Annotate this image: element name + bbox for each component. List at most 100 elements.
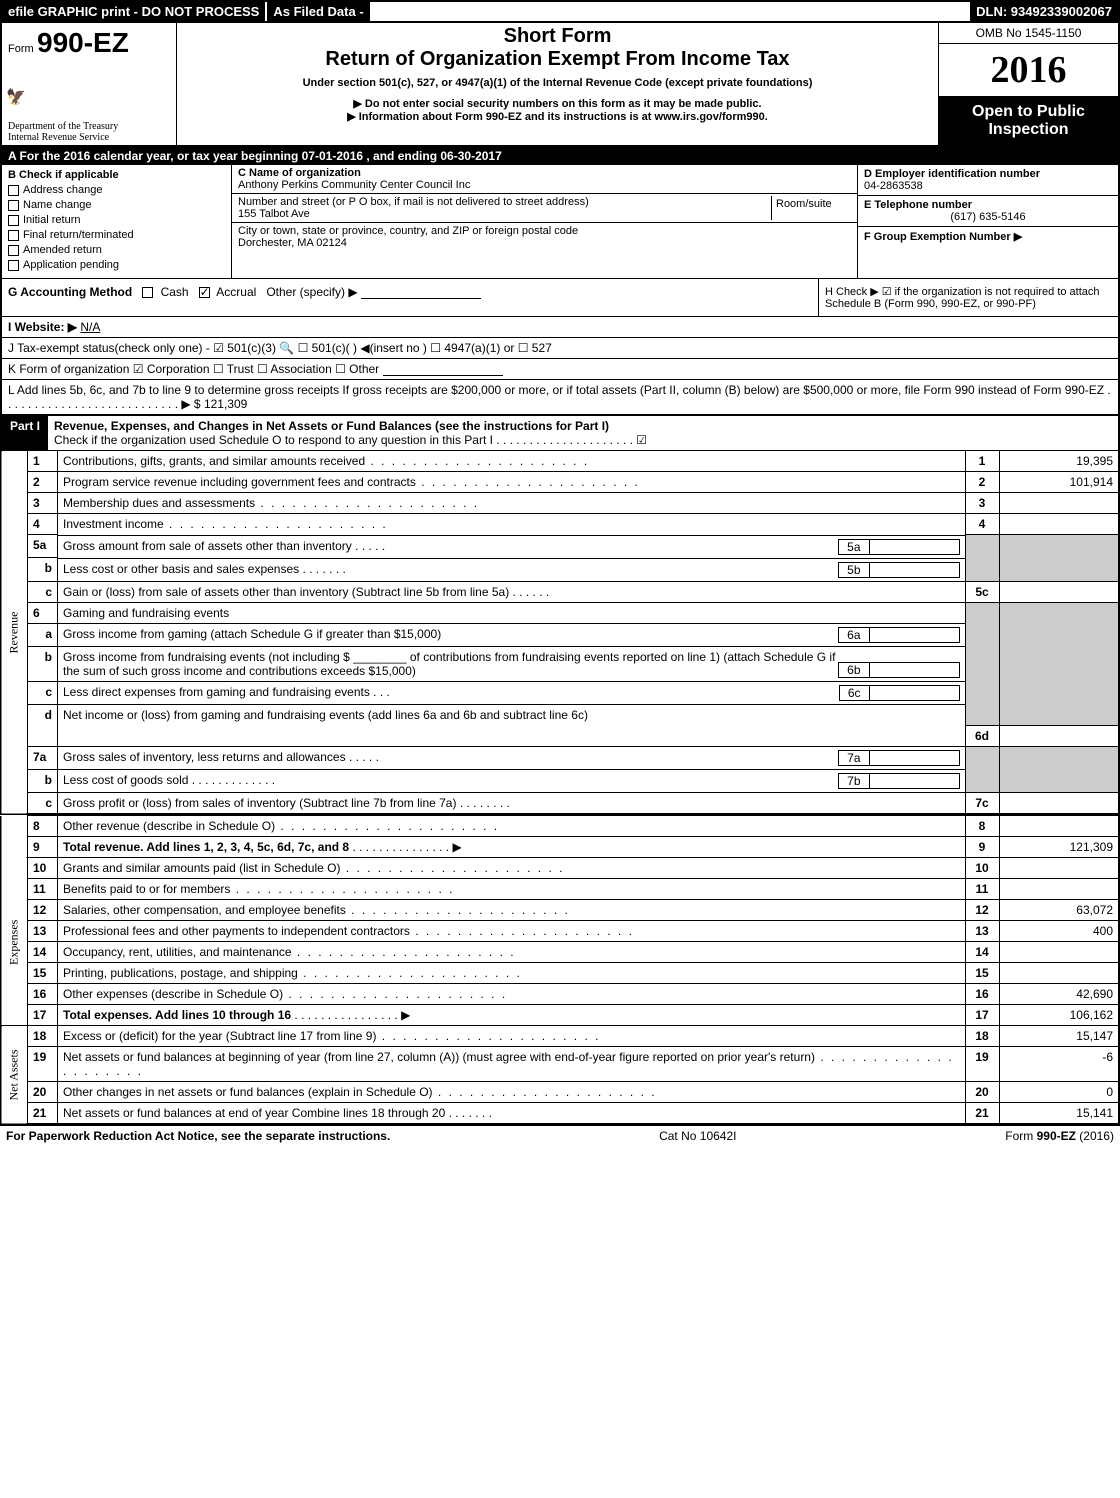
- website-value: N/A: [80, 320, 100, 334]
- check-final-return[interactable]: Final return/terminated: [8, 229, 225, 241]
- lines-table: Revenue 1 Contributions, gifts, grants, …: [0, 450, 1120, 815]
- accounting-method: G Accounting Method Cash Accrual Other (…: [2, 279, 818, 316]
- line-15: 15Printing, publications, postage, and s…: [1, 963, 1119, 984]
- line-6c: c Less direct expenses from gaming and f…: [1, 681, 1119, 705]
- row-a-calendar-year: A For the 2016 calendar year, or tax yea…: [0, 147, 1120, 165]
- line-16: 16Other expenses (describe in Schedule O…: [1, 984, 1119, 1005]
- short-form-title: Short Form: [183, 25, 932, 48]
- line-5c: c Gain or (loss) from sale of assets oth…: [1, 581, 1119, 602]
- line-1: Revenue 1 Contributions, gifts, grants, …: [1, 451, 1119, 472]
- line-5b: b Less cost or other basis and sales exp…: [1, 558, 1119, 582]
- line-6d: d Net income or (loss) from gaming and f…: [1, 705, 1119, 726]
- col-c-address: C Name of organization Anthony Perkins C…: [232, 165, 858, 278]
- line-2-value: 101,914: [999, 472, 1119, 493]
- room-suite: Room/suite: [771, 196, 851, 220]
- revenue-sidelabel: Revenue: [1, 451, 28, 815]
- check-initial-return[interactable]: Initial return: [8, 214, 225, 226]
- department-label: Department of the Treasury Internal Reve…: [8, 121, 118, 143]
- line-21: 21Net assets or fund balances at end of …: [1, 1103, 1119, 1125]
- line-13: 13Professional fees and other payments t…: [1, 921, 1119, 942]
- part-1-badge: Part I: [2, 416, 48, 450]
- line-4: 4 Investment income 4: [1, 514, 1119, 535]
- form-prefix: Form: [8, 43, 34, 55]
- info-line-1: ▶ Do not enter social security numbers o…: [183, 97, 932, 110]
- city-state-zip: Dorchester, MA 02124: [238, 237, 851, 249]
- line-16-value: 42,690: [999, 984, 1119, 1005]
- line-10: Expenses 10 Grants and similar amounts p…: [1, 858, 1119, 879]
- city-row: City or town, state or province, country…: [232, 223, 857, 251]
- omb-number: OMB No 1545-1150: [939, 23, 1118, 44]
- line-6a: a Gross income from gaming (attach Sched…: [1, 623, 1119, 646]
- footer: For Paperwork Reduction Act Notice, see …: [0, 1125, 1120, 1146]
- header-left: Form 990-EZ 🦅 Department of the Treasury…: [2, 23, 177, 145]
- header-right: OMB No 1545-1150 2016 Open to Public Ins…: [938, 23, 1118, 145]
- line-6d-real: 6d: [1, 725, 1119, 746]
- line-18: Net Assets 18Excess or (deficit) for the…: [1, 1026, 1119, 1047]
- line-17: 17Total expenses. Add lines 10 through 1…: [1, 1005, 1119, 1026]
- line-11: 11Benefits paid to or for members 11: [1, 879, 1119, 900]
- header-center: Short Form Return of Organization Exempt…: [177, 23, 938, 145]
- line-2: 2 Program service revenue including gove…: [1, 472, 1119, 493]
- check-name-change[interactable]: Name change: [8, 199, 225, 211]
- form-number: 990-EZ: [37, 27, 129, 58]
- group-exemption-row: F Group Exemption Number ▶: [858, 227, 1118, 246]
- line-9-value: 121,309: [999, 837, 1119, 858]
- tax-exempt-row: J Tax-exempt status(check only one) - ☑ …: [0, 337, 1120, 358]
- line-19-value: -6: [999, 1047, 1119, 1082]
- info-line-2: ▶ Information about Form 990-EZ and its …: [183, 110, 932, 123]
- col-d-numbers: D Employer identification number 04-2863…: [858, 165, 1118, 278]
- cash-checkbox[interactable]: [142, 287, 153, 298]
- check-amended-return[interactable]: Amended return: [8, 244, 225, 256]
- under-section: Under section 501(c), 527, or 4947(a)(1)…: [183, 77, 932, 89]
- netassets-sidelabel: Net Assets: [1, 1026, 28, 1125]
- col-b-checks: B Check if applicable Address change Nam…: [2, 165, 232, 278]
- open-public-badge: Open to Public Inspection: [939, 97, 1118, 145]
- ein-value: 04-2863538: [864, 180, 1112, 192]
- expenses-sidelabel: Expenses: [1, 858, 28, 1026]
- tax-year: 2016: [939, 44, 1118, 97]
- irs-logo-icon: 🦅: [6, 87, 26, 107]
- line-7b: b Less cost of goods sold . . . . . . . …: [1, 769, 1119, 793]
- street-address: 155 Talbot Ave: [238, 208, 771, 220]
- check-application-pending[interactable]: Application pending: [8, 259, 225, 271]
- lines-table-2: 8 Other revenue (describe in Schedule O)…: [0, 815, 1120, 1125]
- line-17-value: 106,162: [999, 1005, 1119, 1026]
- section-g-h: G Accounting Method Cash Accrual Other (…: [0, 278, 1120, 316]
- line-18-value: 15,147: [999, 1026, 1119, 1047]
- org-name-row: C Name of organization Anthony Perkins C…: [232, 165, 857, 194]
- check-address-change[interactable]: Address change: [8, 184, 225, 196]
- website-row: I Website: ▶ N/A: [0, 316, 1120, 337]
- footer-right: Form 990-EZ (2016): [1005, 1129, 1114, 1143]
- accrual-checkbox[interactable]: [199, 287, 210, 298]
- b-title: B Check if applicable: [8, 169, 225, 181]
- line-3: 3 Membership dues and assessments 3: [1, 493, 1119, 514]
- part-1-header: Part I Revenue, Expenses, and Changes in…: [0, 414, 1120, 450]
- other-method-input[interactable]: [361, 298, 481, 299]
- line-14: 14Occupancy, rent, utilities, and mainte…: [1, 942, 1119, 963]
- line-21-value: 15,141: [999, 1103, 1119, 1125]
- line-5a: 5a Gross amount from sale of assets othe…: [1, 535, 1119, 558]
- line-6: 6 Gaming and fundraising events: [1, 602, 1119, 623]
- top-bar: efile GRAPHIC print - DO NOT PROCESS As …: [0, 0, 1120, 23]
- dln-label: DLN: 93492339002067: [970, 2, 1118, 21]
- org-name: Anthony Perkins Community Center Council…: [238, 179, 851, 191]
- k-form-row: K Form of organization ☑ Corporation ☐ T…: [0, 358, 1120, 379]
- footer-mid: Cat No 10642I: [659, 1129, 736, 1143]
- line-13-value: 400: [999, 921, 1119, 942]
- part-1-desc: Revenue, Expenses, and Changes in Net As…: [48, 416, 1118, 450]
- footer-left: For Paperwork Reduction Act Notice, see …: [6, 1129, 390, 1143]
- topbar-blank: [372, 2, 970, 21]
- schedule-b-check: H Check ▶ ☑ if the organization is not r…: [818, 279, 1118, 316]
- line-12: 12Salaries, other compensation, and empl…: [1, 900, 1119, 921]
- ein-row: D Employer identification number 04-2863…: [858, 165, 1118, 196]
- asfiled-label: As Filed Data -: [265, 2, 371, 21]
- street-row: Number and street (or P O box, if mail i…: [232, 194, 857, 223]
- return-title: Return of Organization Exempt From Incom…: [183, 48, 932, 71]
- section-b: B Check if applicable Address change Nam…: [0, 165, 1120, 278]
- phone-row: E Telephone number (617) 635-5146: [858, 196, 1118, 227]
- info-lines: ▶ Do not enter social security numbers o…: [183, 97, 932, 123]
- line-20: 20Other changes in net assets or fund ba…: [1, 1082, 1119, 1103]
- line-7a: 7a Gross sales of inventory, less return…: [1, 746, 1119, 769]
- line-1-value: 19,395: [999, 451, 1119, 472]
- form-header: Form 990-EZ 🦅 Department of the Treasury…: [0, 23, 1120, 147]
